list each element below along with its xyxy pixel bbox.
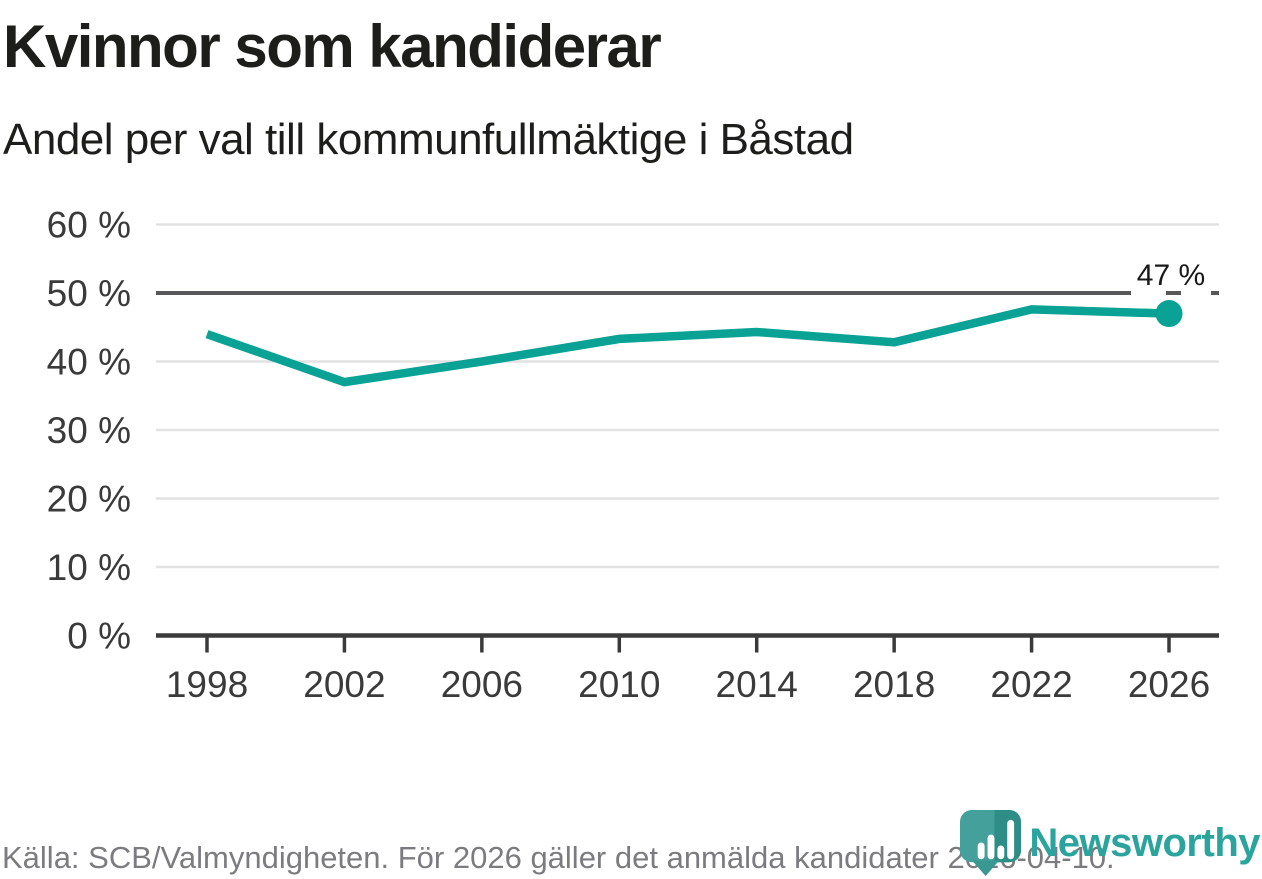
logo-bar-1 [978,842,985,860]
source-note: Källa: SCB/Valmyndigheten. För 2026 gäll… [2,840,1115,875]
y-tick-label-0: 0 % [67,616,131,657]
logo-bubble-tail [972,860,1000,876]
end-value-label: 47 % [1137,259,1205,292]
x-tick-label-2002: 2002 [303,664,385,705]
x-tick-label-1998: 1998 [166,664,248,705]
x-tick-label-2022: 2022 [990,664,1072,705]
chart-subtitle: Andel per val till kommunfullmäktige i B… [3,115,854,164]
logo-bar-2 [987,834,995,860]
x-tick-label-2026: 2026 [1128,664,1210,705]
y-tick-label-50: 50 % [47,273,131,314]
y-tick-label-30: 30 % [47,410,131,451]
chart-title: Kvinnor som kandiderar [3,13,662,80]
y-tick-label-10: 10 % [47,547,131,588]
logo-bar-3 [997,845,1005,860]
y-tick-label-60: 60 % [47,205,131,246]
y-tick-label-20: 20 % [47,479,131,520]
logo-bar-4 [1007,819,1015,860]
newsworthy-wordmark: Newsworthy [1029,821,1260,865]
x-tick-label-2018: 2018 [853,664,935,705]
end-point-dot [1155,300,1183,328]
x-tick-label-2014: 2014 [716,664,798,705]
newsworthy-logo: Newsworthy [959,808,1262,878]
y-tick-label-40: 40 % [47,342,131,383]
data-line-andel-kvinnor-som-kandiderar [205,305,1170,387]
x-tick-label-2010: 2010 [578,664,660,705]
newsworthy-icon [960,810,1022,876]
x-tick-label-2006: 2006 [441,664,523,705]
